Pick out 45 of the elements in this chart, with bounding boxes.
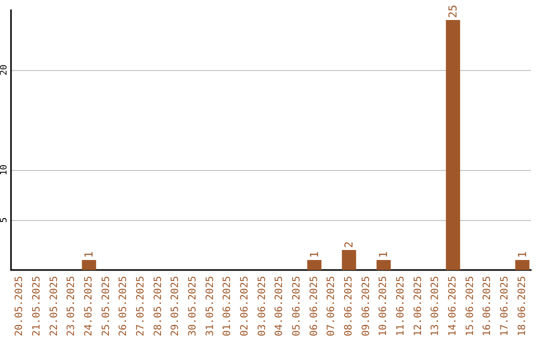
x-tick-label: 14.06.2025 xyxy=(448,276,458,336)
bar xyxy=(446,20,460,270)
x-tick-label: 12.06.2025 xyxy=(412,276,424,336)
data-label: 1 xyxy=(516,251,529,258)
x-tick-label: 21.05.2025 xyxy=(32,276,42,336)
x-tick-label: 10.06.2025 xyxy=(378,276,390,336)
bar xyxy=(376,260,391,270)
x-tick-label: 24.05.2025 xyxy=(84,276,94,336)
x-tick-label: 29.05.2025 xyxy=(170,276,182,336)
x-tick-label: 11.06.2025 xyxy=(396,276,406,336)
data-label: 1 xyxy=(377,251,390,258)
y-tick-label: 5 xyxy=(0,217,10,223)
x-tick-label: 27.05.2025 xyxy=(136,276,146,336)
y-tick-label: 10 xyxy=(0,164,10,176)
bar xyxy=(515,260,530,270)
x-tick-label: 08.06.2025 xyxy=(344,276,354,336)
x-tick-label: 04.06.2025 xyxy=(274,276,286,336)
x-tick-label: 05.06.2025 xyxy=(292,276,302,336)
data-label: 2 xyxy=(342,241,356,248)
x-tick-label: 30.05.2025 xyxy=(188,276,198,336)
x-tick-label: 28.05.2025 xyxy=(152,276,164,336)
x-tick-label: 07.06.2025 xyxy=(326,276,338,336)
y-tick-label: 20 xyxy=(0,64,10,76)
x-tick-label: 02.06.2025 xyxy=(240,276,250,336)
x-tick-label: 16.06.2025 xyxy=(482,276,494,336)
data-label: 25 xyxy=(446,4,460,18)
x-tick-label: 22.05.2025 xyxy=(48,276,60,336)
data-label: 1 xyxy=(82,251,96,258)
bar xyxy=(82,260,96,270)
x-tick-label: 20.05.2025 xyxy=(14,276,26,336)
x-tick-label: 31.05.2025 xyxy=(204,276,216,336)
data-label: 1 xyxy=(308,251,321,258)
x-tick-label: 06.06.2025 xyxy=(308,276,320,336)
x-tick-label: 09.06.2025 xyxy=(360,276,372,336)
x-tick-label: 26.05.2025 xyxy=(118,276,130,336)
x-tick-label: 15.06.2025 xyxy=(464,276,476,336)
x-tick-label: 23.05.2025 xyxy=(66,276,78,336)
x-tick-label: 13.06.2025 xyxy=(430,276,442,336)
x-tick-label: 01.06.2025 xyxy=(222,276,234,336)
x-tick-label: 18.06.2025 xyxy=(516,276,528,336)
x-tick-label: 17.06.2025 xyxy=(500,276,510,336)
bar xyxy=(342,250,356,270)
x-tick-label: 25.05.2025 xyxy=(100,276,112,336)
bar xyxy=(307,260,322,270)
x-tick-label: 03.06.2025 xyxy=(256,276,268,336)
